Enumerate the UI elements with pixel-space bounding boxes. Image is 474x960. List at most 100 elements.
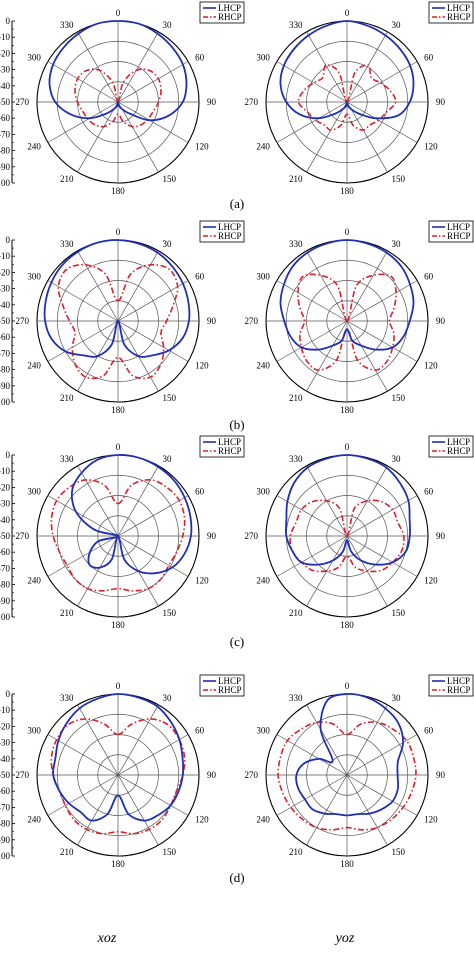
radial-tick-label: -100	[0, 397, 10, 407]
angle-label: 0	[345, 442, 350, 452]
legend-label-lhcp: LHCP	[218, 222, 241, 232]
legend-label-lhcp: LHCP	[218, 437, 241, 447]
angle-label: 0	[116, 681, 121, 691]
radial-tick-label: -60	[0, 547, 10, 557]
radial-tick-label: -40	[0, 754, 10, 764]
spoke	[346, 774, 388, 846]
spoke	[276, 101, 348, 143]
angle-label: 90	[207, 97, 217, 107]
legend-label-rhcp: RHCP	[218, 685, 242, 695]
spoke	[117, 320, 189, 362]
angle-label: 90	[207, 770, 217, 780]
legend-label-rhcp: RHCP	[447, 231, 471, 241]
radial-axis: 0 -10 -20 -30 -40 -50 -60 -70 -80 -90 -100	[0, 16, 15, 188]
radial-tick-label: -100	[0, 612, 10, 622]
angle-label: 120	[195, 361, 209, 371]
spoke	[276, 734, 348, 776]
angle-label: 210	[60, 174, 74, 184]
radial-tick-label: -90	[0, 596, 10, 606]
angle-label: 0	[345, 227, 350, 237]
angle-label: 90	[436, 97, 446, 107]
angle-label: 240	[256, 576, 270, 586]
angle-label: 150	[163, 393, 177, 403]
radial-axis: 0 -10 -20 -30 -40 -50 -60 -70 -80 -90 -100	[0, 689, 15, 861]
radial-tick-label: -90	[0, 381, 10, 391]
angle-label: 150	[392, 847, 406, 857]
legend-label-lhcp: LHCP	[218, 3, 241, 13]
points-lhcp	[286, 454, 410, 565]
angle-label: 150	[163, 847, 177, 857]
angle-label: 240	[256, 815, 270, 825]
angle-label: 180	[340, 405, 354, 415]
spoke	[346, 320, 388, 392]
angle-label: 90	[207, 531, 217, 541]
angle-label: 150	[392, 174, 406, 184]
spoke	[346, 704, 388, 776]
angle-label: 120	[195, 142, 209, 152]
angle-label: 60	[195, 53, 205, 63]
points-rhcp	[74, 70, 162, 127]
series-lhcp	[284, 454, 411, 566]
radial-tick-label: -70	[0, 802, 10, 812]
spoke	[346, 734, 418, 776]
radial-axis: 0 -10 -20 -30 -40 -50 -60 -70 -80 -90 -100	[0, 450, 15, 622]
legend-label-lhcp: LHCP	[447, 222, 470, 232]
spoke	[276, 495, 348, 537]
legend-label-rhcp: RHCP	[447, 12, 471, 22]
angle-label: 270	[245, 531, 259, 541]
angle-label: 0	[116, 8, 121, 18]
points-lhcp	[296, 693, 404, 816]
angle-label: 0	[116, 227, 121, 237]
radial-tick-label: -100	[0, 178, 10, 188]
legend-label-lhcp: LHCP	[447, 3, 470, 13]
spoke	[47, 280, 119, 322]
angle-label: 330	[289, 693, 303, 703]
radial-tick-label: -70	[0, 129, 10, 139]
spoke	[306, 774, 348, 846]
radial-tick-label: -20	[0, 482, 10, 492]
angle-label: 30	[163, 693, 173, 703]
angle-label: 270	[16, 97, 30, 107]
angle-label: 240	[27, 361, 41, 371]
radial-tick-label: -70	[0, 348, 10, 358]
angle-label: 30	[392, 20, 402, 30]
angle-label: 60	[195, 272, 205, 282]
spoke	[117, 250, 159, 322]
radial-tick-label: -30	[0, 499, 10, 509]
angle-label: 90	[207, 316, 217, 326]
radial-tick-label: -90	[0, 835, 10, 845]
angle-label: 330	[289, 454, 303, 464]
angle-label: 210	[289, 393, 303, 403]
spoke	[77, 31, 119, 103]
radial-tick-label: -50	[0, 770, 10, 780]
angle-label: 120	[424, 361, 438, 371]
spoke	[346, 465, 388, 537]
angle-label: 60	[424, 487, 434, 497]
angle-label: 60	[195, 726, 205, 736]
angle-label: 120	[195, 576, 209, 586]
angle-label: 0	[345, 681, 350, 691]
angle-label: 270	[245, 97, 259, 107]
angle-label: 60	[424, 726, 434, 736]
spoke	[117, 535, 189, 577]
angle-label: 240	[27, 815, 41, 825]
angle-label: 30	[163, 239, 173, 249]
spoke	[117, 61, 189, 103]
angle-label: 300	[27, 726, 41, 736]
spoke	[346, 101, 388, 173]
angle-label: 30	[163, 454, 173, 464]
angle-label: 0	[345, 8, 350, 18]
angle-label: 0	[116, 442, 121, 452]
spoke	[306, 535, 348, 607]
angle-label: 330	[289, 20, 303, 30]
spoke	[77, 250, 119, 322]
spoke	[117, 774, 159, 846]
angle-label: 330	[60, 239, 74, 249]
angle-label: 330	[60, 20, 74, 30]
spoke	[306, 31, 348, 103]
legend-label-rhcp: RHCP	[218, 446, 242, 456]
radial-tick-label: -40	[0, 300, 10, 310]
angle-label: 90	[436, 316, 446, 326]
